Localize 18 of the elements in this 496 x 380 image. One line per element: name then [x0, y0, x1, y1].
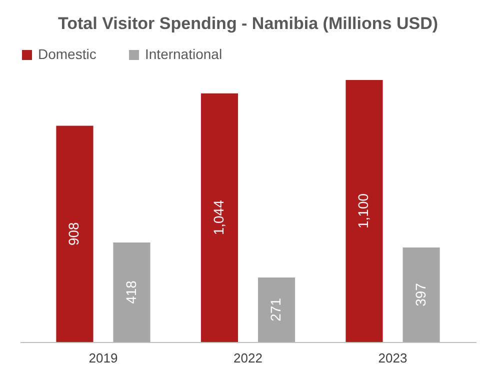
x-tick-label: 2019 [88, 350, 118, 366]
data-label: 271 [268, 298, 284, 322]
legend-label: International [145, 46, 222, 62]
bar [402, 247, 440, 342]
chart-title: Total Visitor Spending - Namibia (Millions USD) [58, 14, 438, 33]
x-tick-label: 2023 [378, 350, 408, 366]
data-label: 397 [412, 282, 428, 306]
data-label: 418 [122, 280, 139, 304]
bar [113, 242, 150, 342]
bar [200, 93, 238, 342]
data-label: 1,044 [210, 200, 226, 236]
data-label: 908 [66, 222, 82, 246]
bar [258, 277, 296, 342]
legend-label: Domestic [38, 46, 96, 62]
bar [346, 80, 383, 342]
x-tick-label: 2022 [234, 350, 262, 366]
bar [56, 126, 94, 342]
data-label: 1,100 [355, 193, 372, 229]
